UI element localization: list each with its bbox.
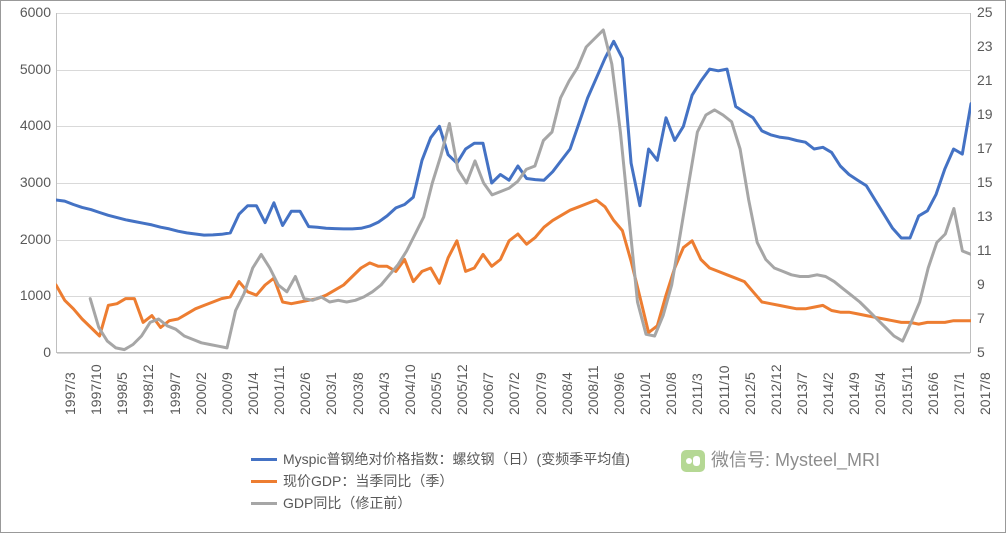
x-tick-label: 2006/7 <box>480 372 496 415</box>
y-right-tick-label: 13 <box>977 208 1006 224</box>
x-tick-label: 1998/5 <box>114 372 130 415</box>
legend-swatch <box>251 480 277 483</box>
wechat-icon <box>681 450 705 472</box>
x-tick-label: 2009/6 <box>611 372 627 415</box>
watermark: 微信号: Mysteel_MRI <box>681 446 880 472</box>
series-line <box>56 41 971 238</box>
x-tick-label: 2000/2 <box>193 372 209 415</box>
x-tick-label: 2012/12 <box>768 364 784 415</box>
grid-line <box>57 353 970 354</box>
legend-item: GDP同比（修正前） <box>251 493 411 513</box>
x-tick-label: 2014/9 <box>846 372 862 415</box>
y-right-tick-label: 25 <box>977 4 1006 20</box>
x-tick-label: 2010/8 <box>663 372 679 415</box>
x-tick-label: 2015/11 <box>899 365 915 415</box>
legend-swatch <box>251 502 277 505</box>
x-tick-label: 2012/5 <box>742 372 758 415</box>
y-left-tick-label: 6000 <box>6 4 51 20</box>
x-tick-label: 2008/4 <box>559 372 575 415</box>
x-tick-label: 1999/7 <box>167 372 183 415</box>
y-right-tick-label: 9 <box>977 276 1006 292</box>
y-right-tick-label: 21 <box>977 72 1006 88</box>
x-tick-label: 2010/1 <box>637 372 653 415</box>
x-tick-label: 2011/3 <box>689 373 705 415</box>
x-tick-label: 2000/9 <box>219 372 235 415</box>
legend: Myspic普钢绝对价格指数：螺纹钢（日）(变频季平均值)现价GDP：当季同比（… <box>251 449 630 513</box>
x-tick-label: 2002/6 <box>297 372 313 415</box>
x-tick-label: 2003/1 <box>323 372 339 415</box>
legend-item: Myspic普钢绝对价格指数：螺纹钢（日）(变频季平均值) <box>251 449 630 469</box>
watermark-text: 微信号: Mysteel_MRI <box>711 450 880 470</box>
x-tick-label: 2004/10 <box>402 364 418 415</box>
x-tick-label: 1997/10 <box>88 364 104 415</box>
x-tick-label: 2015/4 <box>872 372 888 415</box>
chart-container: Myspic普钢绝对价格指数：螺纹钢（日）(变频季平均值)现价GDP：当季同比（… <box>0 0 1006 533</box>
y-right-tick-label: 5 <box>977 344 1006 360</box>
x-tick-label: 2014/2 <box>820 372 836 415</box>
x-tick-label: 2007/9 <box>533 372 549 415</box>
y-left-tick-label: 5000 <box>6 61 51 77</box>
x-tick-label: 2017/8 <box>977 372 993 415</box>
x-tick-label: 2005/5 <box>428 372 444 415</box>
x-tick-label: 1998/12 <box>140 364 156 415</box>
y-right-tick-label: 11 <box>977 242 1006 258</box>
legend-label: 现价GDP：当季同比（季） <box>283 471 453 491</box>
legend-swatch <box>251 458 277 461</box>
y-right-tick-label: 19 <box>977 106 1006 122</box>
x-tick-label: 2016/6 <box>925 372 941 415</box>
y-left-tick-label: 2000 <box>6 231 51 247</box>
x-tick-label: 2001/4 <box>245 372 261 415</box>
x-tick-label: 2017/1 <box>951 372 967 415</box>
y-left-tick-label: 3000 <box>6 174 51 190</box>
y-left-tick-label: 1000 <box>6 287 51 303</box>
series-line <box>90 30 971 350</box>
x-tick-label: 2008/11 <box>585 365 601 415</box>
x-tick-label: 2007/2 <box>506 372 522 415</box>
y-left-tick-label: 0 <box>6 344 51 360</box>
x-tick-label: 2011/10 <box>716 365 732 415</box>
series-svg <box>56 13 971 353</box>
y-left-tick-label: 4000 <box>6 117 51 133</box>
legend-label: Myspic普钢绝对价格指数：螺纹钢（日）(变频季平均值) <box>283 449 630 469</box>
x-tick-label: 2005/12 <box>454 364 470 415</box>
y-right-tick-label: 23 <box>977 38 1006 54</box>
legend-label: GDP同比（修正前） <box>283 493 411 513</box>
x-tick-label: 2001/11 <box>271 365 287 415</box>
x-tick-label: 2013/7 <box>794 372 810 415</box>
y-right-tick-label: 17 <box>977 140 1006 156</box>
series-line <box>56 200 971 336</box>
x-tick-label: 2004/3 <box>376 372 392 415</box>
legend-item: 现价GDP：当季同比（季） <box>251 471 453 491</box>
x-tick-label: 1997/3 <box>62 372 78 415</box>
x-tick-label: 2003/8 <box>350 372 366 415</box>
y-right-tick-label: 7 <box>977 310 1006 326</box>
y-right-tick-label: 15 <box>977 174 1006 190</box>
